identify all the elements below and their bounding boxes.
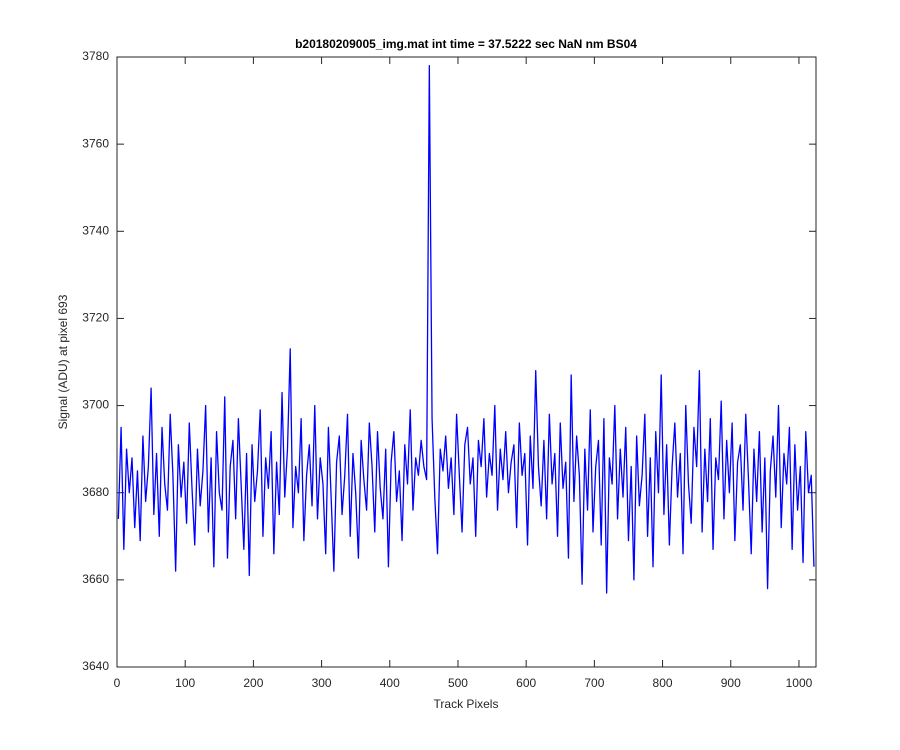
y-tick-label: 3680 <box>82 485 109 499</box>
data-line <box>117 65 815 594</box>
y-tick-label: 3640 <box>82 659 109 673</box>
x-tick-label: 0 <box>114 676 121 690</box>
x-tick-label: 900 <box>721 676 741 690</box>
axes-box <box>116 56 817 668</box>
x-tick-label: 700 <box>584 676 604 690</box>
y-tick-label: 3740 <box>82 223 109 237</box>
y-tick-label: 3660 <box>82 572 109 586</box>
y-axis-label: Signal (ADU) at pixel 693 <box>56 294 70 429</box>
y-tick-label: 3780 <box>82 49 109 63</box>
chart-title: b20180209005_img.mat int time = 37.5222 … <box>295 37 637 51</box>
x-tick-label: 1000 <box>786 676 813 690</box>
x-tick-label: 400 <box>380 676 400 690</box>
x-tick-label: 100 <box>175 676 195 690</box>
x-tick-label: 600 <box>516 676 536 690</box>
x-tick-label: 800 <box>653 676 673 690</box>
y-tick-label: 3720 <box>82 311 109 325</box>
x-tick-label: 200 <box>243 676 263 690</box>
x-tick-label: 300 <box>312 676 332 690</box>
y-tick-label: 3700 <box>82 398 109 412</box>
y-tick-label: 3760 <box>82 136 109 150</box>
x-tick-label: 500 <box>448 676 468 690</box>
x-axis-label: Track Pixels <box>434 697 499 711</box>
plot-area <box>117 57 816 667</box>
